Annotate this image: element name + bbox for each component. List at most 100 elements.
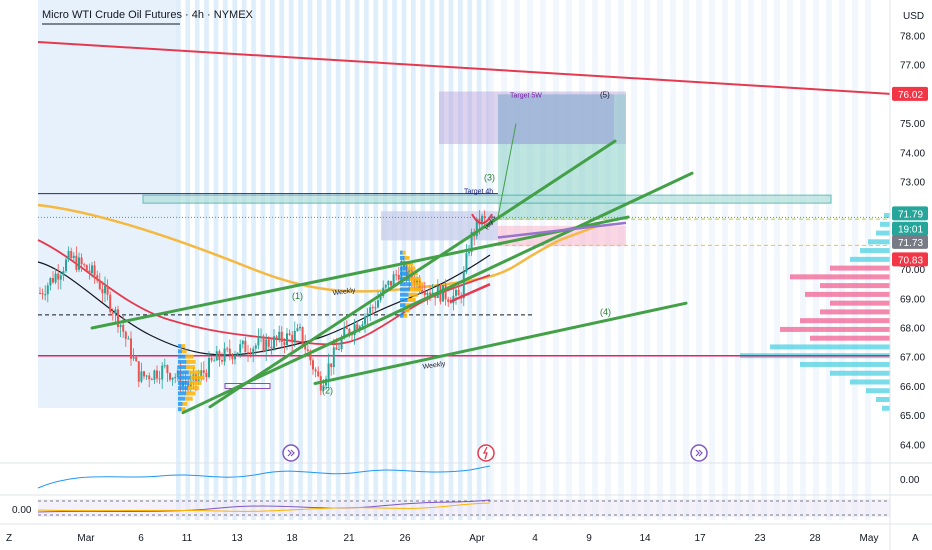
y-tick-label: 73.00 [900, 178, 925, 189]
y-tick-label: 65.00 [900, 411, 925, 422]
candle-body [455, 289, 457, 296]
candle-body [169, 373, 171, 380]
candle-body [293, 330, 296, 343]
chart-title: Micro WTI Crude Oil Futures · 4h · NYMEX [42, 9, 254, 21]
candle-body [475, 218, 478, 237]
candle-body [291, 334, 294, 343]
candle-body [468, 251, 470, 254]
price-badge-label: 71.79 [898, 209, 923, 220]
session-stripe [364, 0, 369, 520]
session-vp-blue [178, 391, 187, 396]
y-tick-label: 69.00 [900, 294, 925, 305]
candle-body [101, 289, 104, 294]
volume-profile-bar [770, 344, 890, 350]
candle-body [483, 216, 486, 219]
annotation-target-4h: Target 4h [464, 189, 493, 196]
candle-body [44, 294, 47, 296]
price-badge-label: 70.83 [898, 255, 923, 266]
candle-body [239, 344, 242, 353]
future-stripe [670, 0, 676, 520]
session-stripe [185, 0, 191, 520]
candle-body [171, 377, 174, 380]
volume-profile-bar [880, 221, 890, 227]
candle-body [392, 274, 395, 286]
candle-body [338, 349, 340, 351]
future-stripe [618, 0, 624, 520]
candle-body [218, 351, 221, 361]
candle-body [65, 259, 67, 272]
session-vp-orange [182, 349, 187, 354]
volume-profile-bar [850, 379, 890, 385]
session-stripe [448, 0, 454, 520]
candle-body [361, 324, 364, 327]
candle-body [327, 363, 330, 379]
candle-body [286, 333, 288, 345]
volume-profile-bar [866, 388, 890, 394]
x-tick-label: 14 [639, 533, 651, 544]
candle-body [148, 375, 151, 380]
candle-body [166, 365, 169, 374]
target-4h-band [142, 194, 832, 204]
session-vp-orange [187, 386, 199, 391]
candle-body [265, 339, 268, 352]
future-stripe [683, 0, 689, 520]
candle-body [249, 353, 252, 355]
candle-body [356, 324, 359, 330]
candle-body [174, 377, 177, 379]
session-stripe [288, 0, 294, 520]
x-tick-label: 23 [754, 533, 766, 544]
session-vp-orange [404, 308, 410, 313]
price-badge-label: 76.02 [898, 90, 923, 101]
session-vp-blue [400, 313, 404, 318]
session-stripe [194, 0, 200, 520]
session-stripe [476, 0, 482, 520]
green-channel-rising [208, 139, 617, 409]
session-vp-orange [404, 255, 410, 260]
candle-body [223, 348, 226, 362]
corner-label-right: A [912, 533, 919, 544]
session-shade [38, 0, 176, 408]
candle-body [161, 365, 164, 380]
candle-body [335, 347, 338, 350]
session-stripe [307, 0, 313, 520]
y-tick-label: 67.00 [900, 353, 925, 364]
future-stripe [787, 0, 793, 520]
candle-body [426, 292, 429, 296]
x-tick-label: 21 [343, 533, 355, 544]
future-stripe [748, 0, 754, 520]
candle-body [322, 385, 325, 391]
candle-body [132, 357, 135, 359]
candle-body [314, 369, 317, 372]
volume-profile-bar [830, 300, 890, 306]
session-stripe [298, 0, 303, 520]
session-stripe [260, 0, 266, 520]
session-vp-orange [186, 391, 196, 396]
y-tick-label: 74.00 [900, 148, 925, 159]
future-stripe [813, 0, 819, 520]
annotation-weekly-upper: Weekly [332, 287, 356, 297]
x-tick-label: May [860, 533, 879, 544]
annotation-target-5w: Target 5W [510, 92, 542, 99]
candle-body [405, 264, 408, 279]
x-tick-label: 28 [809, 533, 821, 544]
future-stripe [592, 0, 598, 520]
session-vp-blue [178, 380, 190, 385]
volume-profile-bar [860, 248, 890, 254]
session-vp-blue [178, 354, 186, 359]
session-stripe [232, 0, 238, 520]
currency-label: USD [903, 11, 924, 22]
future-stripe [826, 0, 832, 520]
candle-body [114, 309, 117, 314]
candle-body [306, 349, 309, 352]
candle-body [301, 327, 304, 345]
candle-body [236, 352, 239, 356]
candle-body [140, 371, 143, 382]
candle-body [221, 360, 223, 362]
candle-body [98, 280, 101, 290]
candle-body [106, 285, 109, 295]
candle-body [431, 292, 434, 295]
candle-body [200, 370, 203, 377]
candle-body [62, 271, 65, 276]
session-stripe [439, 0, 444, 520]
volume-profile-bar [800, 361, 890, 367]
